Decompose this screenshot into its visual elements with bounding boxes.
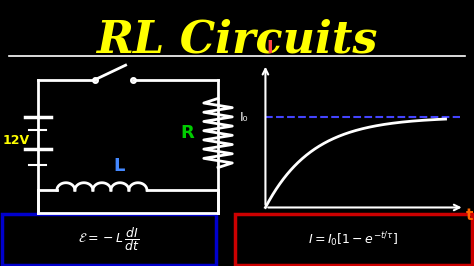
Text: I₀: I₀ [240, 111, 248, 123]
Text: $\mathcal{E} = -L\,\dfrac{dI}{dt}$: $\mathcal{E} = -L\,\dfrac{dI}{dt}$ [78, 226, 140, 253]
Text: I: I [267, 39, 273, 57]
Text: RL Circuits: RL Circuits [96, 19, 378, 62]
Text: 12V: 12V [2, 135, 29, 147]
Text: t: t [465, 208, 473, 223]
Text: $I = I_0\left[1-e^{-t/\tau}\right]$: $I = I_0\left[1-e^{-t/\tau}\right]$ [308, 230, 398, 249]
Text: R: R [180, 124, 194, 142]
Text: L: L [114, 157, 125, 175]
